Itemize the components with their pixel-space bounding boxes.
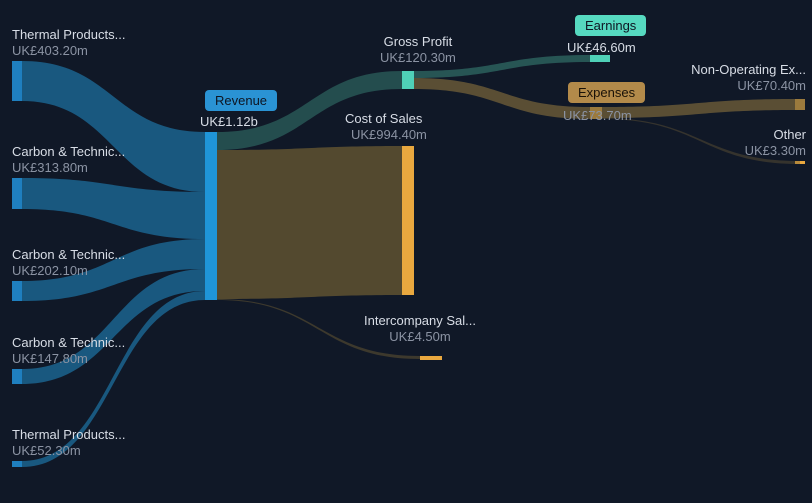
source-value: UK£313.80m	[12, 160, 125, 176]
revenue-badge: Revenue	[205, 90, 277, 111]
source-value: UK£403.20m	[12, 43, 125, 59]
revenue-value: UK£1.12b	[200, 114, 258, 130]
non-operating-title: Non-Operating Ex...	[691, 62, 806, 78]
source-label: Thermal Products... UK£403.20m	[12, 27, 125, 60]
source-value: UK£147.80m	[12, 351, 125, 367]
earnings-value: UK£46.60m	[567, 40, 636, 56]
expenses-badge: Expenses	[568, 82, 645, 103]
cost-of-sales-value: UK£994.40m	[345, 127, 427, 143]
source-value: UK£202.10m	[12, 263, 125, 279]
cost-of-sales-label: Cost of Sales UK£994.40m	[345, 111, 427, 144]
gross-profit-label: Gross Profit UK£120.30m	[380, 34, 456, 67]
non-operating-label: Non-Operating Ex... UK£70.40m	[691, 62, 806, 95]
gross-profit-value: UK£120.30m	[380, 50, 456, 66]
cost-of-sales-title: Cost of Sales	[345, 111, 427, 127]
expenses-value: UK£73.70m	[563, 108, 632, 124]
gross-profit-title: Gross Profit	[380, 34, 456, 50]
non-operating-value: UK£70.40m	[691, 78, 806, 94]
intercompany-value: UK£4.50m	[345, 329, 495, 345]
expenses-value-text: UK£73.70m	[563, 108, 632, 123]
source-title: Carbon & Technic...	[12, 144, 125, 160]
source-label: Carbon & Technic... UK£313.80m	[12, 144, 125, 177]
source-label: Carbon & Technic... UK£202.10m	[12, 247, 125, 280]
sankey-chart: { "type": "sankey", "width": 812, "heigh…	[0, 0, 812, 503]
other-label: Other UK£3.30m	[745, 127, 806, 160]
earnings-value-text: UK£46.60m	[567, 40, 636, 55]
revenue-value-text: UK£1.12b	[200, 114, 258, 129]
source-value: UK£52.30m	[12, 443, 125, 459]
source-title: Carbon & Technic...	[12, 247, 125, 263]
earnings-badge: Earnings	[575, 15, 646, 36]
intercompany-title: Intercompany Sal...	[345, 313, 495, 329]
source-title: Thermal Products...	[12, 27, 125, 43]
source-title: Carbon & Technic...	[12, 335, 125, 351]
other-title: Other	[745, 127, 806, 143]
source-label: Carbon & Technic... UK£147.80m	[12, 335, 125, 368]
other-value: UK£3.30m	[745, 143, 806, 159]
intercompany-label: Intercompany Sal... UK£4.50m	[345, 313, 495, 346]
source-title: Thermal Products...	[12, 427, 125, 443]
source-label: Thermal Products... UK£52.30m	[12, 427, 125, 460]
